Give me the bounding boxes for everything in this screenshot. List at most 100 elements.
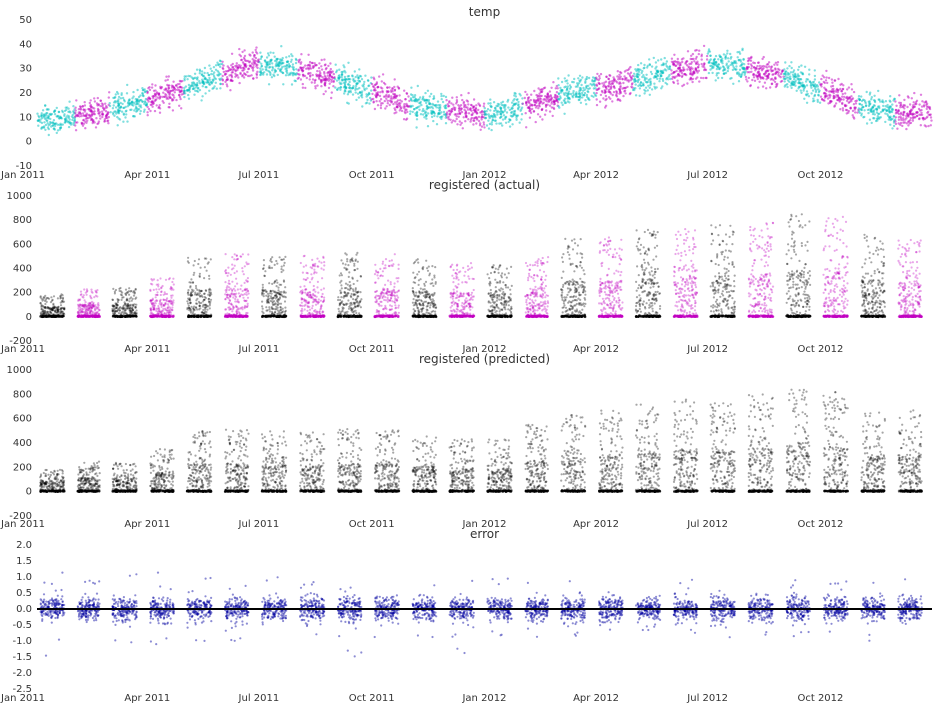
scatter-point [654, 61, 658, 64]
scatter-point [472, 105, 475, 109]
scatter-point [625, 79, 629, 82]
scatter-point [91, 315, 95, 318]
scatter-point [130, 108, 133, 111]
scatter-point [743, 71, 747, 75]
scatter-point [56, 297, 60, 300]
scatter-point [786, 67, 789, 70]
scatter-point [164, 302, 167, 305]
scatter-point [467, 118, 470, 121]
scatter-point [160, 311, 163, 314]
scatter-point [872, 99, 876, 102]
scatter-point [59, 304, 63, 307]
scatter-point [722, 53, 726, 56]
scatter-point [196, 78, 199, 81]
scatter-point [378, 75, 381, 78]
scatter-point [635, 75, 639, 79]
scatter-point [93, 296, 96, 299]
scatter-point [96, 310, 99, 313]
scatter-point [552, 103, 556, 106]
scatter-point [670, 69, 673, 72]
scatter-point [777, 67, 780, 71]
scatter-point [64, 120, 67, 123]
scatter-point [82, 108, 85, 112]
scatter-point [375, 100, 378, 103]
scatter-point [884, 112, 887, 115]
scatter-point [489, 102, 492, 105]
scatter-point [143, 90, 147, 94]
scatter-point [650, 65, 654, 68]
scatter-point [151, 297, 154, 300]
scatter-point [193, 259, 196, 263]
scatter-point [784, 83, 787, 87]
scatter-point [59, 126, 62, 130]
scatter-point [310, 81, 313, 84]
scatter-points [39, 213, 923, 319]
scatter-point [909, 110, 912, 113]
scatter-point [623, 75, 626, 78]
scatter-point [240, 284, 243, 287]
scatter-point [854, 102, 858, 105]
scatter-point [159, 293, 162, 297]
scatter-point [74, 111, 77, 115]
scatter-point [841, 102, 844, 106]
scatter-point [368, 102, 371, 105]
scatter-point [487, 102, 490, 105]
scatter-point [131, 97, 134, 100]
scatter-point [379, 106, 383, 110]
scatter-point [120, 92, 123, 95]
scatter-point [124, 302, 127, 305]
scatter-point [797, 65, 801, 69]
scatter-point [386, 95, 389, 98]
scatter-point [539, 100, 542, 104]
scatter-point [404, 108, 407, 112]
scatter-point [686, 50, 690, 53]
scatter-point [428, 95, 431, 98]
scatter-point [297, 59, 300, 62]
scatter-point [344, 85, 347, 89]
scatter-point [630, 83, 634, 86]
scatter-point [816, 98, 819, 102]
scatter-point [906, 95, 910, 98]
scatter-point [291, 65, 294, 69]
scatter-point [281, 65, 284, 69]
x-tick-label: Oct 2012 [797, 344, 843, 355]
scatter-point [156, 279, 159, 282]
scatter-point [265, 73, 269, 76]
scatter-point [222, 64, 225, 67]
scatter-point [179, 80, 183, 83]
scatter-point [290, 58, 293, 61]
scatter-point [42, 114, 45, 117]
scatter-point [39, 311, 42, 315]
scatter-point [715, 74, 718, 77]
scatter-point [674, 60, 677, 63]
scatter-point [657, 59, 660, 62]
scatter-point [585, 103, 588, 106]
scatter-point [134, 297, 137, 300]
scatter-point [40, 114, 43, 118]
scatter-point [82, 114, 86, 117]
scatter-point [764, 65, 767, 68]
scatter-point [426, 125, 430, 128]
scatter-point [93, 100, 97, 103]
scatter-point [187, 74, 190, 78]
scatter-point [124, 288, 128, 291]
scatter-point [171, 280, 174, 284]
scatter-point [150, 278, 153, 281]
scatter-point [729, 52, 732, 56]
scatter-point [635, 69, 638, 73]
scatter-point [850, 88, 854, 91]
scatter-point [227, 66, 231, 70]
scatter-point [162, 304, 165, 307]
scatter-point [196, 314, 200, 318]
y-tick-label: 50 [19, 15, 32, 26]
scatter-point [872, 104, 876, 107]
scatter-point [783, 80, 786, 83]
scatter-point [721, 65, 725, 68]
scatter-point [88, 315, 92, 318]
scatter-point [148, 86, 151, 89]
scatter-point [427, 98, 430, 102]
scatter-point [242, 76, 246, 79]
scatter-point [411, 104, 414, 108]
scatter-point [42, 310, 45, 313]
scatter-point [156, 315, 159, 318]
